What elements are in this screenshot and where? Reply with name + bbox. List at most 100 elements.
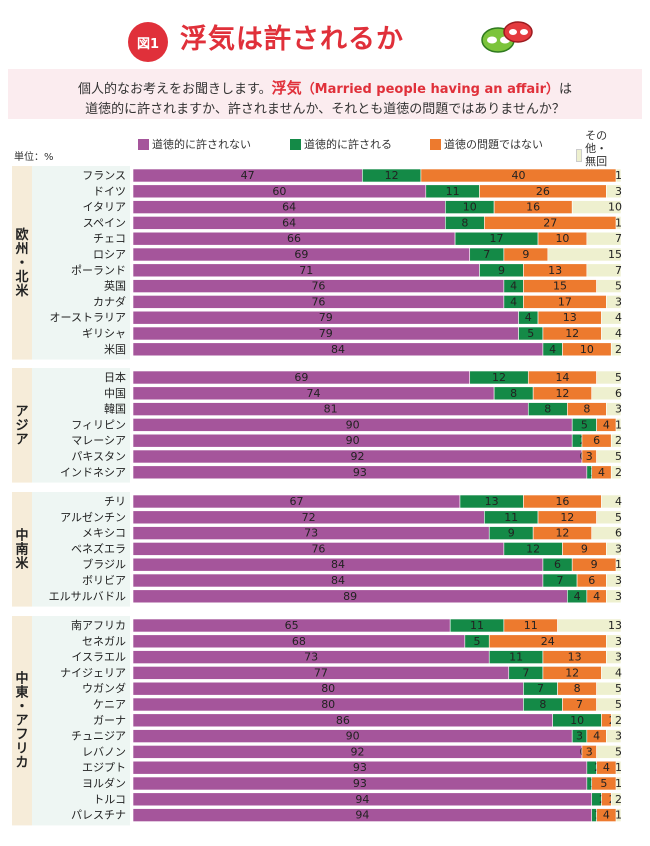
- value-label: 5: [615, 511, 622, 524]
- value-label: 6: [588, 574, 595, 587]
- country-label: マレーシア: [71, 434, 126, 447]
- value-label: 4: [549, 343, 556, 356]
- bar-segment-other: [606, 295, 622, 309]
- value-label: 13: [608, 619, 622, 632]
- value-label: 64: [282, 201, 296, 214]
- value-label: 79: [319, 311, 333, 324]
- value-label: 47: [241, 169, 255, 182]
- value-label: 15: [553, 280, 567, 293]
- value-label: 7: [615, 264, 622, 277]
- value-label: 13: [548, 264, 562, 277]
- value-label: 9: [591, 558, 598, 571]
- group-label-char: 米: [15, 555, 29, 571]
- country-label: ポーランド: [71, 264, 126, 277]
- country-label: フランス: [82, 169, 126, 182]
- value-label: 4: [593, 590, 600, 603]
- value-label: 69: [294, 371, 308, 384]
- value-label: 3: [586, 450, 593, 463]
- country-label: チュニジア: [71, 730, 126, 743]
- value-label: 60: [272, 185, 286, 198]
- group-label-band: [12, 368, 32, 483]
- bar-segment-other: [615, 808, 622, 822]
- bar-segment-other: [606, 542, 622, 556]
- value-label: 14: [555, 371, 569, 384]
- value-label: 12: [526, 542, 540, 555]
- legend-label: 道徳的に許されない: [152, 138, 251, 151]
- country-label: 英国: [104, 279, 126, 293]
- value-label: 10: [608, 201, 622, 214]
- bar-segment-other: [596, 449, 622, 464]
- value-label: 77: [314, 666, 328, 679]
- country-label: アルゼンチン: [60, 511, 126, 524]
- value-label: 4: [603, 809, 610, 822]
- value-label: 12: [565, 327, 579, 340]
- value-label: 5: [600, 777, 607, 790]
- country-label: ドイツ: [93, 185, 126, 198]
- value-label: 17: [558, 295, 572, 308]
- country-label: メキシコ: [82, 527, 126, 540]
- value-label: 6: [615, 387, 622, 400]
- value-label: 93: [353, 466, 367, 479]
- country-label: ベネズエラ: [71, 541, 126, 555]
- value-label: 71: [299, 264, 313, 277]
- bar-segment-other: [606, 402, 622, 416]
- value-label: 12: [555, 527, 569, 540]
- country-label: 中国: [104, 387, 126, 400]
- country-label: チェコ: [93, 232, 126, 245]
- value-label: 24: [541, 635, 555, 648]
- value-label: 13: [568, 651, 582, 664]
- figure-title: 浮気は許されるか: [180, 24, 404, 55]
- value-label: 12: [560, 511, 574, 524]
- bar-segment-other: [547, 247, 622, 262]
- legend-label: 道徳的に許される: [304, 138, 392, 151]
- title-area: 図1 浮気は許されるか: [0, 0, 650, 66]
- value-label: 4: [574, 590, 581, 603]
- value-label: 1: [615, 216, 622, 229]
- country-label: ケニア: [93, 698, 126, 711]
- value-label: 6: [593, 434, 600, 447]
- group-label-char: カ: [15, 756, 28, 771]
- group-country-band: [32, 368, 130, 483]
- value-label: 69: [294, 248, 308, 261]
- legend-item-not-acceptable: 道徳的に許されない: [138, 136, 251, 152]
- value-label: 12: [555, 387, 569, 400]
- value-label: 10: [580, 343, 594, 356]
- value-label: 16: [555, 495, 569, 508]
- bar-segment-other: [615, 776, 622, 791]
- country-label: イタリア: [82, 201, 126, 214]
- value-label: 11: [509, 651, 523, 664]
- value-label: 13: [485, 495, 499, 508]
- value-label: 4: [615, 327, 622, 340]
- country-label: オーストラリア: [50, 311, 126, 324]
- question-line-1: 個人的なお考えをお聞きします。浮気（Married people having …: [8, 77, 642, 98]
- value-label: 26: [536, 185, 550, 198]
- value-label: 8: [539, 698, 546, 711]
- value-label: 9: [522, 248, 529, 261]
- bar-segment-other: [610, 465, 622, 480]
- group-label-char: ア: [15, 714, 28, 729]
- legend-swatch: [138, 138, 149, 150]
- value-label: 11: [524, 619, 538, 632]
- value-label: 5: [474, 635, 481, 648]
- value-label: 10: [555, 232, 569, 245]
- country-label: ロシア: [93, 248, 126, 261]
- value-label: 4: [510, 280, 517, 293]
- value-label: 93: [353, 761, 367, 774]
- group-label-char: ・: [15, 256, 28, 271]
- value-label: 1: [615, 761, 622, 774]
- question-keyword: 浮気: [271, 79, 302, 97]
- group-label-char: 南: [15, 541, 28, 557]
- value-label: 12: [565, 666, 579, 679]
- value-label: 4: [603, 761, 610, 774]
- value-label: 4: [615, 311, 622, 324]
- value-label: 80: [321, 698, 335, 711]
- value-label: 92: [350, 745, 364, 758]
- value-label: 76: [311, 542, 325, 555]
- value-label: 84: [331, 558, 345, 571]
- country-label: ウガンダ: [82, 681, 126, 695]
- value-label: 65: [285, 619, 299, 632]
- bar-segment-other: [596, 697, 622, 712]
- figure-badge: 図1: [128, 22, 168, 62]
- value-label: 89: [343, 590, 357, 603]
- value-label: 40: [512, 169, 526, 182]
